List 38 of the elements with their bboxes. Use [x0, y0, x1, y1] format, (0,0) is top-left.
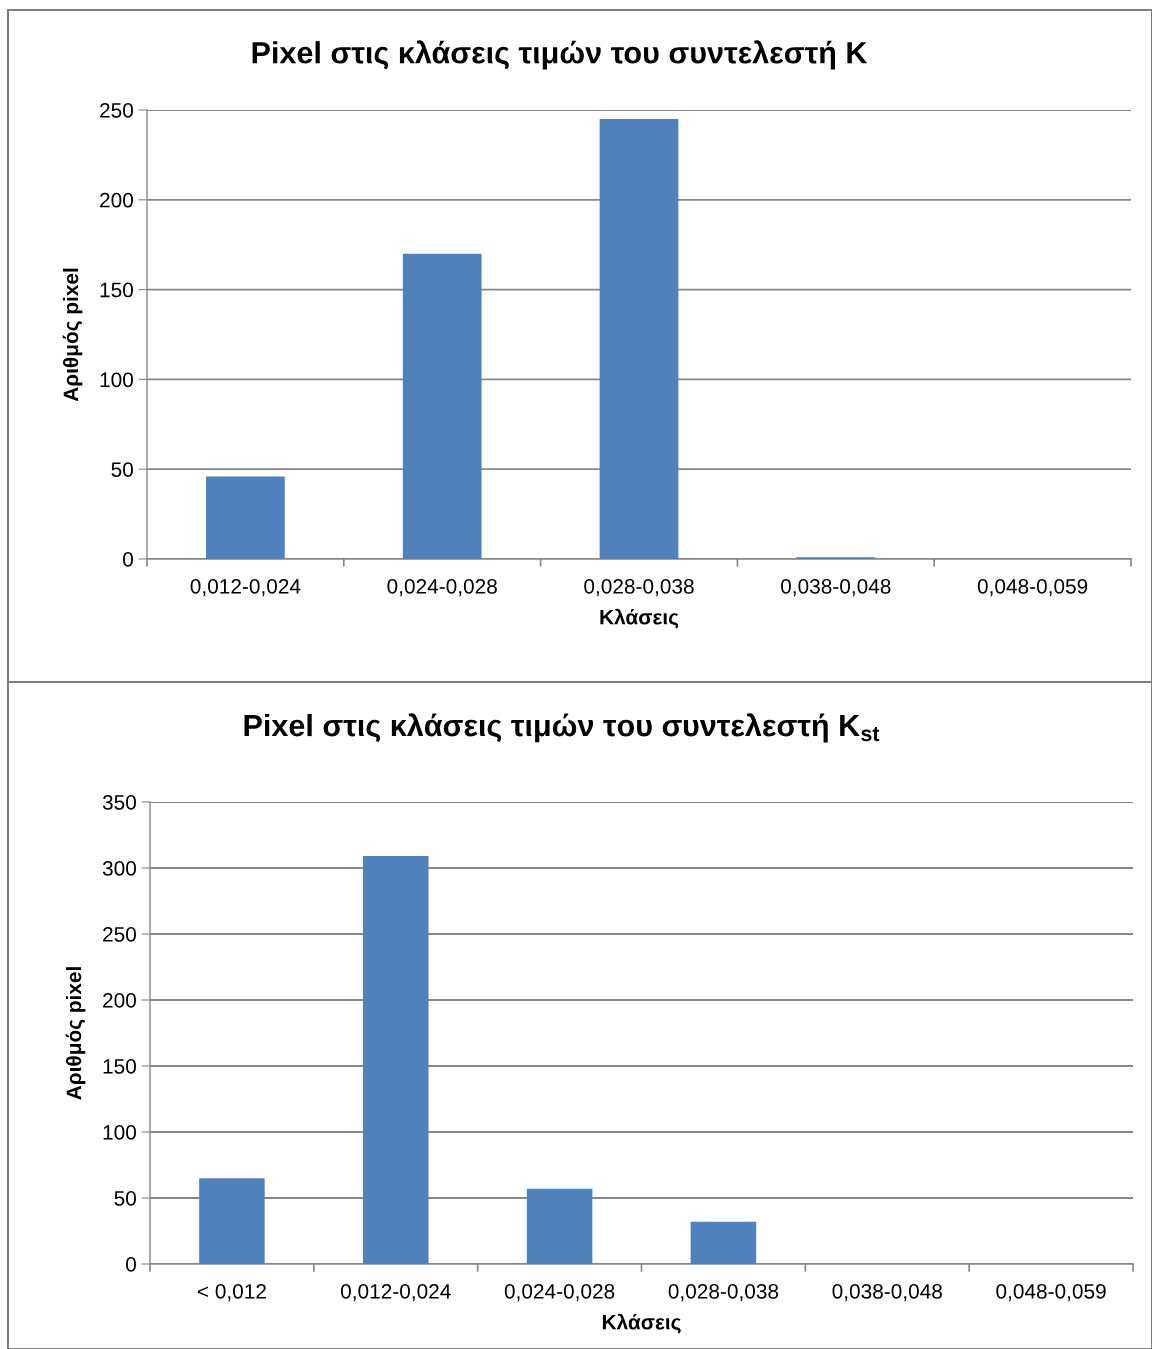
x-tick-label: 0,048-0,059 [996, 1283, 1106, 1302]
x-axis-title: Κλάσεις [602, 1313, 681, 1334]
y-tick-label: 50 [111, 462, 133, 477]
x-tick-label: 0,038-0,048 [832, 1283, 942, 1302]
x-tick-label: 0,012-0,024 [190, 578, 301, 597]
y-tick-label: 50 [114, 1191, 136, 1206]
bar [362, 856, 429, 1264]
y-tick-label: 250 [103, 927, 136, 942]
bar [402, 253, 482, 559]
x-tick-label: 0,028-0,038 [584, 578, 694, 597]
x-axis-title: Κλάσεις [600, 608, 679, 629]
y-tick-label: 100 [103, 1125, 136, 1140]
x-tick-label: 0,024-0,028 [504, 1283, 615, 1302]
x-tick-label: 0,028-0,038 [668, 1283, 779, 1302]
bar [526, 1188, 593, 1264]
y-tick-label: 350 [102, 795, 136, 810]
x-tick-label: 0,024-0,028 [387, 578, 497, 597]
chart-title: Pixel στις κλάσεις τιμών του συντελεστή K [252, 40, 868, 70]
bar [599, 118, 679, 559]
y-tick-label: 0 [123, 552, 133, 567]
y-tick-label: 150 [103, 1059, 136, 1074]
y-tick-label: 150 [100, 282, 133, 298]
bar [690, 1221, 757, 1264]
x-tick-label: < 0,012 [197, 1283, 266, 1302]
x-tick-label: 0,048-0,059 [977, 578, 1088, 597]
y-tick-label: 250 [100, 103, 133, 118]
x-tick-label: 0,038-0,048 [781, 578, 891, 597]
y-tick-label: 200 [103, 993, 136, 1008]
y-axis-title: Αριθμός pixel [65, 967, 86, 1100]
chart-title: Pixel στις κλάσεις τιμών του συντελεστή K$_{st}$ [244, 713, 880, 743]
y-tick-label: 0 [126, 1257, 136, 1272]
x-tick-label: 0,012-0,024 [340, 1283, 451, 1302]
bar [199, 1178, 265, 1264]
y-tick-label: 100 [100, 372, 133, 388]
y-tick-label: 300 [102, 861, 136, 876]
y-tick-label: 200 [100, 192, 133, 208]
y-axis-title: Αριθμός pixel [62, 268, 83, 402]
bar [206, 476, 285, 559]
